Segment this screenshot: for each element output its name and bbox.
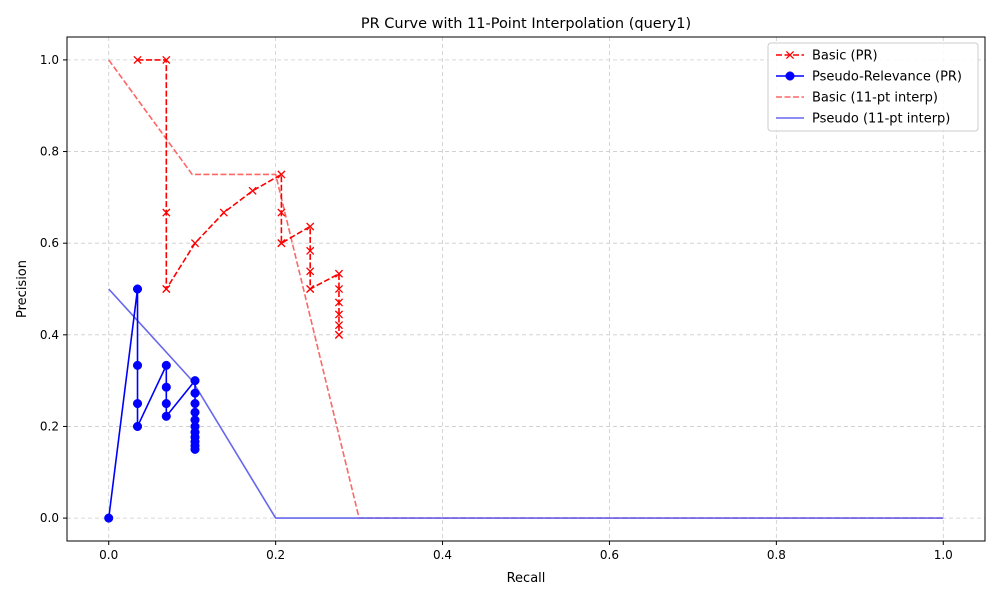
legend-box xyxy=(767,42,979,132)
x-marker-point xyxy=(785,50,795,60)
circle-marker-point xyxy=(132,284,143,294)
x-marker-point xyxy=(306,267,315,276)
series-2 xyxy=(104,284,200,523)
legend-item: Pseudo (11-pt interp) xyxy=(776,112,950,127)
x-marker-point xyxy=(306,246,315,255)
x-marker-point xyxy=(277,239,286,248)
y-axis-label: Precision xyxy=(15,260,30,318)
x-marker-point xyxy=(334,284,344,294)
y-tick-label: 0.0 xyxy=(40,511,59,525)
x-marker-point xyxy=(334,269,344,278)
series-4 xyxy=(108,288,944,519)
x-marker-point xyxy=(277,208,286,217)
circle-marker-point xyxy=(161,360,171,370)
x-marker-point xyxy=(219,208,228,217)
x-tick-label: 0.6 xyxy=(600,548,619,562)
x-marker-point xyxy=(306,284,315,294)
legend-label: Basic (11-pt interp) xyxy=(812,91,938,106)
x-marker-point xyxy=(162,208,171,217)
x-marker-point xyxy=(162,55,171,64)
y-tick-label: 1.0 xyxy=(40,53,59,67)
circle-marker-point xyxy=(190,376,200,386)
legend: Basic (PR) Pseudo-Relevance (PR) Basic (11… xyxy=(767,42,979,132)
circle-marker-point xyxy=(132,398,143,409)
x-tick-label: 0.4 xyxy=(433,548,452,562)
x-marker-point xyxy=(334,298,344,307)
x-tick-label: 0.8 xyxy=(767,548,786,562)
circle-marker-point xyxy=(132,360,143,370)
plot-frame xyxy=(66,36,986,542)
circle-marker-point xyxy=(161,382,171,392)
circle-marker-point xyxy=(190,444,200,454)
circle-marker-point xyxy=(190,398,200,409)
series-1 xyxy=(133,55,344,339)
legend-item: Basic (11-pt interp) xyxy=(776,91,938,106)
ticks: 0.0 0.2 0.4 0.6 0.8 1.0 0.0 0.2 0.4 0.6 0.8 1.0 xyxy=(40,53,953,562)
x-marker-point xyxy=(277,170,286,179)
x-marker-point xyxy=(334,310,344,319)
legend-label: Basic (PR) xyxy=(812,49,878,64)
circle-marker-point xyxy=(161,398,171,409)
y-tick-label: 0.2 xyxy=(40,419,59,433)
legend-label: Pseudo-Relevance (PR) xyxy=(812,70,962,85)
x-marker-point xyxy=(334,330,344,339)
series-layer xyxy=(104,55,944,523)
circle-marker-point xyxy=(161,411,171,421)
x-tick-label: 0.2 xyxy=(266,548,285,562)
x-marker-point xyxy=(133,55,142,64)
y-tick-label: 0.8 xyxy=(40,145,59,159)
circle-marker-point xyxy=(132,421,143,432)
series-line xyxy=(108,288,944,519)
legend-item: Basic (PR) xyxy=(776,49,878,64)
circle-marker-point xyxy=(190,388,200,398)
x-axis-label: Recall xyxy=(507,571,546,586)
circle-marker-point xyxy=(785,71,795,81)
x-marker-point xyxy=(190,239,200,248)
x-marker-point xyxy=(248,186,257,195)
x-marker-point xyxy=(162,284,171,294)
legend-label: Pseudo (11-pt interp) xyxy=(812,112,950,127)
legend-item: Pseudo-Relevance (PR) xyxy=(776,70,962,85)
x-marker-point xyxy=(334,321,344,330)
circle-marker-point xyxy=(104,513,114,523)
y-tick-label: 0.6 xyxy=(40,236,59,250)
chart-title: PR Curve with 11-Point Interpolation (qu… xyxy=(361,16,691,32)
y-tick-label: 0.4 xyxy=(40,328,59,342)
x-tick-label: 1.0 xyxy=(934,548,953,562)
x-tick-label: 0.0 xyxy=(99,548,118,562)
series-line xyxy=(137,59,340,335)
x-marker-point xyxy=(306,222,315,231)
